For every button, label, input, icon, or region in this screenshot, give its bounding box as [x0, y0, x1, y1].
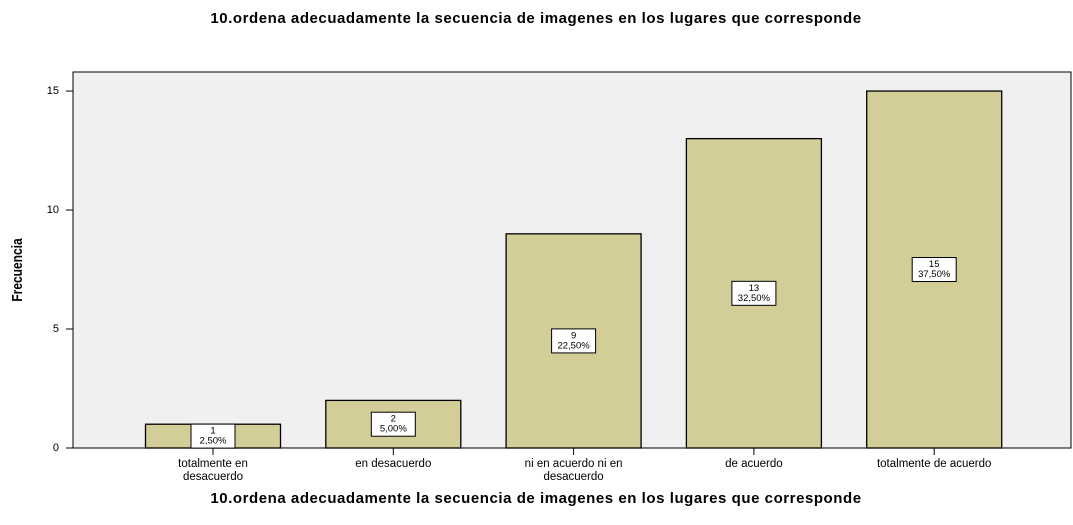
data-label-box [911, 257, 957, 283]
data-label-box [190, 423, 236, 449]
data-label: 13 [749, 283, 760, 294]
x-axis-title: 10.ordena adecuadamente la secuencia de … [210, 490, 862, 507]
percent-label: 22,50% [557, 340, 590, 351]
x-tick-label: totalmente de acuerdo [876, 458, 992, 470]
chart-title: 10.ordena adecuadamente la secuencia de … [210, 10, 862, 27]
y-tick-label: 10 [47, 204, 59, 216]
x-tick-label: totalmente en desacuerdo [178, 458, 248, 483]
data-label-box [370, 411, 416, 437]
y-tick-label: 0 [53, 442, 59, 454]
data-label: 15 [929, 259, 940, 270]
x-tick-label: ni en acuerdo ni en desacuerdo [524, 458, 623, 483]
y-tick-label: 15 [47, 85, 59, 97]
percent-label: 32,50% [738, 293, 771, 304]
x-tick-label: de acuerdo [725, 458, 783, 470]
y-tick-label: 5 [53, 323, 59, 335]
data-label: 9 [571, 330, 576, 341]
data-label-box [551, 328, 597, 354]
data-label-box [731, 280, 777, 306]
y-axis-title: Frecuencia [9, 238, 26, 302]
percent-label: 37,50% [918, 269, 951, 280]
percent-label: 2,50% [200, 436, 227, 447]
data-label: 1 [210, 426, 215, 437]
x-tick-label: en desacuerdo [355, 458, 432, 470]
percent-label: 5,00% [380, 424, 407, 435]
data-label: 2 [391, 414, 396, 425]
